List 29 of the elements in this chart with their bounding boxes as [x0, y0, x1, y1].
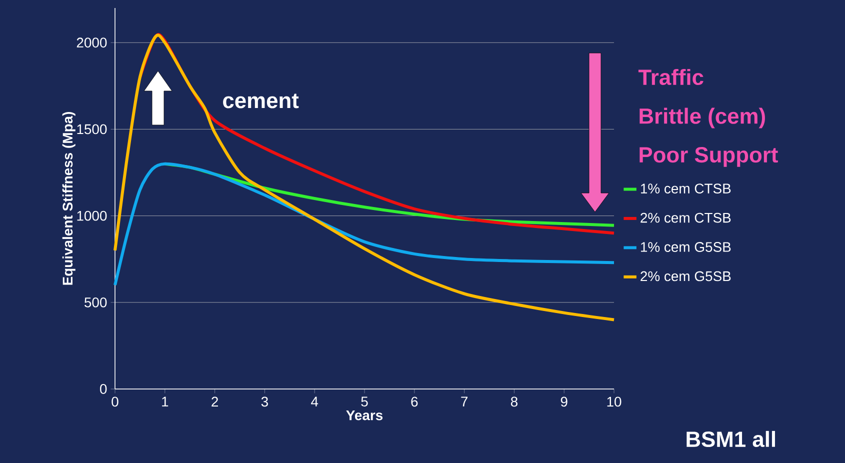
y-tick-label: 2000 — [76, 38, 107, 48]
x-tick-label: 2 — [212, 396, 218, 407]
x-axis-title: Years — [346, 410, 383, 420]
x-tick-label: 4 — [311, 396, 318, 406]
x-tick-label: 6 — [411, 396, 418, 407]
text: Poor Support — [640, 147, 778, 167]
text: Traffic — [638, 68, 704, 86]
y-tick-label: 1000 — [77, 210, 107, 221]
line-series — [114, 35, 616, 322]
x-tick-label: 3 — [261, 396, 268, 407]
line-series — [114, 162, 616, 287]
x-tick-label: 7 — [461, 396, 468, 406]
x-tick-label: 0 — [112, 396, 118, 407]
x-tick-label: 5 — [361, 396, 368, 407]
legend-label: 2% cem CTSB — [640, 212, 731, 223]
y-tick-label: 500 — [84, 297, 107, 308]
x-tick-label: 1 — [162, 396, 168, 406]
legend-label: 1% cem G5SB — [640, 242, 731, 252]
x-tick-label: 8 — [510, 396, 518, 407]
legend-label: 2% cem G5SB — [640, 271, 731, 282]
text: Brittle (cem) — [640, 108, 765, 128]
y-tick-label: 0 — [100, 384, 107, 394]
y-axis-title: Equivalent Stiffness (Mpa) — [62, 112, 76, 285]
y-tick-label: 1500 — [77, 124, 107, 134]
legend-label: 1% cem CTSB — [640, 184, 731, 194]
x-tick-label: 9 — [560, 396, 568, 407]
text: BSM1 all — [686, 430, 775, 448]
x-tick-label: 10 — [607, 396, 622, 407]
annotation: cement — [223, 94, 299, 108]
